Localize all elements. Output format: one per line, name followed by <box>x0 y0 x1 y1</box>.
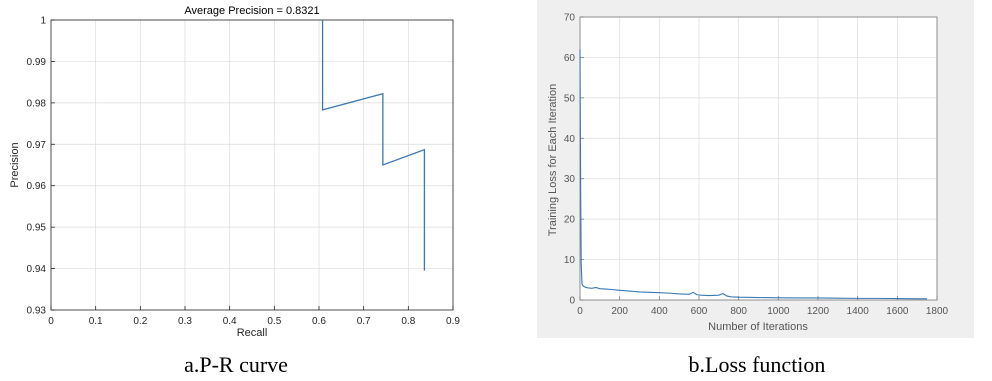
x-tick-label: 0 <box>48 316 54 327</box>
x-tick-label: 0.7 <box>357 316 371 327</box>
y-tick-label: 60 <box>564 53 576 64</box>
x-tick-label: 0.5 <box>267 316 281 327</box>
pr-y-axis-label: Precision <box>9 142 21 187</box>
loss-y-ticks: 0 10 20 30 40 50 60 70 <box>564 13 584 307</box>
x-tick-label: 0.4 <box>223 316 237 327</box>
x-tick-label: 1400 <box>847 306 870 317</box>
pr-curve-line <box>321 20 426 271</box>
x-tick-label: 1000 <box>767 306 790 317</box>
x-tick-label: 400 <box>651 306 668 317</box>
x-tick-label: 1200 <box>807 306 830 317</box>
y-tick-label: 1 <box>40 16 46 27</box>
y-tick-label: 0.95 <box>27 223 47 234</box>
x-tick-label: 1600 <box>886 306 909 317</box>
x-tick-label: 0.3 <box>178 316 192 327</box>
pr-caption: a.P-R curve <box>184 352 288 377</box>
x-tick-label: 0.9 <box>446 316 460 327</box>
x-tick-label: 0.6 <box>312 316 326 327</box>
loss-plot-area <box>580 17 937 300</box>
y-tick-label: 50 <box>564 93 576 104</box>
loss-curve-line <box>579 49 928 300</box>
loss-y-axis-label: Training Loss for Each Iteration <box>547 84 559 236</box>
y-tick-label: 40 <box>564 134 576 145</box>
y-tick-label: 10 <box>564 255 576 266</box>
y-tick-label: 30 <box>564 174 576 185</box>
pr-plot-frame <box>50 19 454 311</box>
y-tick-label: 70 <box>564 13 576 24</box>
x-tick-label: 0.1 <box>89 316 103 327</box>
pr-plot-area <box>51 20 453 310</box>
y-tick-label: 0.94 <box>27 264 47 275</box>
x-tick-label: 1800 <box>926 306 949 317</box>
loss-x-axis-label: Number of Iterations <box>708 321 808 333</box>
x-tick-label: 800 <box>730 306 747 317</box>
y-tick-label: 0.96 <box>27 181 47 192</box>
y-tick-label: 0.97 <box>27 140 47 151</box>
y-tick-label: 0.98 <box>27 98 47 109</box>
x-tick-label: 200 <box>611 306 628 317</box>
loss-caption: b.Loss function <box>689 352 826 377</box>
pr-chart-title: Average Precision = 0.8321 <box>184 5 319 17</box>
pr-x-axis-label: Recall <box>237 327 268 339</box>
pr-curve-chart: 0 0.1 0.2 0.3 0.4 0.5 0.6 0.7 0.8 0.9 0.930.940.9… <box>0 0 480 377</box>
loss-x-ticks: 0 200 400 600 800 1000 1200 1400 1600 1800 <box>577 296 949 317</box>
pr-y-ticks: 0.93 0.94 0.95 0.96 0.97 0.98 0.99 1 <box>27 16 55 317</box>
y-tick-label: 20 <box>564 215 576 226</box>
x-tick-label: 0 <box>577 306 583 317</box>
y-tick-label: 0 <box>569 296 575 307</box>
x-tick-label: 0.2 <box>133 316 147 327</box>
y-tick-label: 0.99 <box>27 57 47 68</box>
x-tick-label: 600 <box>691 306 708 317</box>
pr-x-ticks: 0 0.1 0.2 0.3 0.4 0.5 0.6 0.7 0.8 0.9 <box>48 306 460 327</box>
y-tick-label: 0.93 <box>27 306 47 317</box>
loss-chart: 0 200 400 600 800 1000 1200 1400 1600 1800 0 10 20 3… <box>537 0 974 377</box>
x-tick-label: 0.8 <box>401 316 415 327</box>
